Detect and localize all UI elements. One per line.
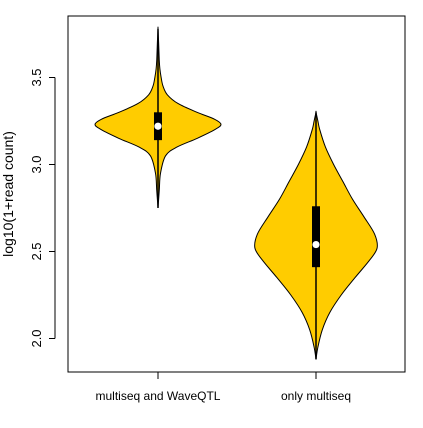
y-axis-label: log10(1+read count) bbox=[0, 131, 16, 257]
y-tick-label: 2.0 bbox=[29, 329, 44, 347]
violins-layer bbox=[94, 26, 378, 360]
plot-frame bbox=[67, 15, 406, 373]
y-axis: 2.0 2.5 3.0 3.5 bbox=[29, 68, 56, 348]
y-tick-label: 3.0 bbox=[29, 155, 44, 173]
x-tick-label: multiseq and WaveQTL bbox=[96, 389, 221, 403]
violin-iqr-box bbox=[312, 206, 320, 268]
violin-median-point bbox=[312, 240, 320, 249]
y-tick-label: 2.5 bbox=[29, 242, 44, 260]
y-tick-label: 3.5 bbox=[29, 68, 44, 86]
x-tick-label: only multiseq bbox=[281, 389, 351, 403]
violin-median-point bbox=[154, 122, 162, 130]
x-axis: multiseq and WaveQTL only multiseq bbox=[96, 372, 351, 403]
